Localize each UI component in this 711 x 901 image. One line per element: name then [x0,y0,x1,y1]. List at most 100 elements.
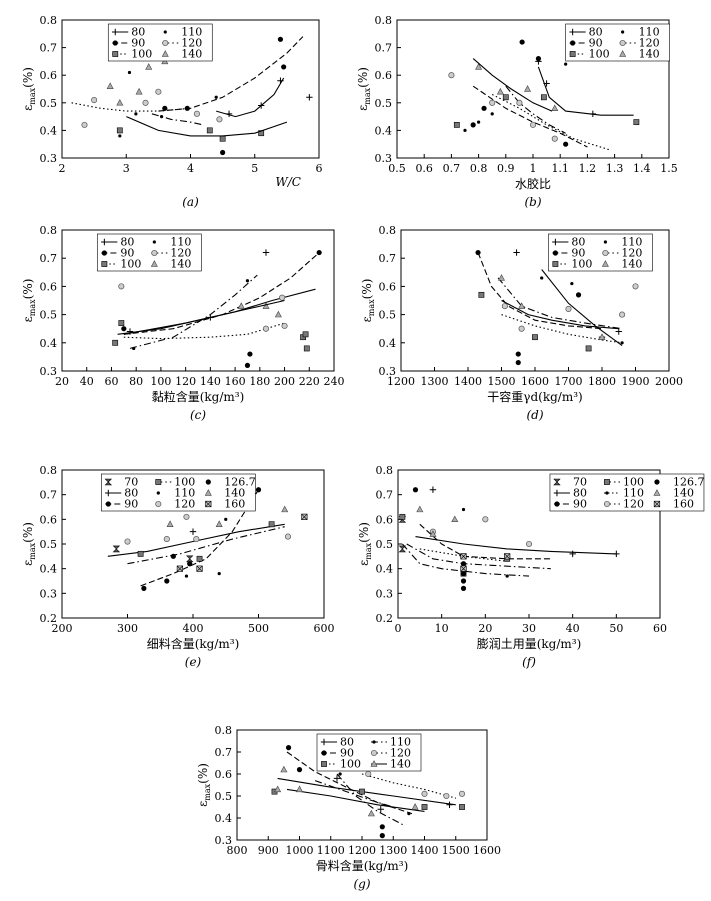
y-tick-label: 0.6 [375,69,393,82]
data-point-110 [461,507,466,512]
x-tick-label: 1200 [387,375,415,388]
legend-label: 110 [623,487,644,500]
legend-marker-80 [552,238,559,246]
y-tick-label: 0.4 [40,337,58,350]
fit-line-120 [505,85,566,134]
x-tick-label: 40 [80,375,94,388]
y-tick-label: 0.8 [40,14,58,27]
data-point-140 [496,87,504,95]
data-point-80 [615,328,622,335]
x-axis-label: 膨润土用量(kg/m³) [477,637,582,651]
data-point-90 [515,351,521,357]
legend-box [549,473,705,512]
legend-marker-160 [653,500,661,508]
data-point-160 [504,553,511,560]
legend-label: 110 [174,487,195,500]
fit-line-120 [497,277,623,330]
panel-caption: (a) [182,195,199,209]
data-point-140 [135,87,143,95]
data-point-120 [551,135,558,142]
data-point-100 [502,94,509,101]
legend-label: 90 [573,498,587,511]
data-point-120 [183,513,190,520]
y-axis-label: εmax(%) [356,67,372,111]
y-tick-label: 0.7 [40,252,58,265]
y-tick-label: 0.5 [215,790,233,803]
data-point-140 [367,809,375,817]
data-point-80 [613,550,620,558]
data-point-120 [632,283,639,290]
y-axis-label: εmax(%) [360,279,376,323]
legend-label: 160 [224,498,245,511]
y-tick-label: 0.4 [379,337,397,350]
legend-label: 100 [174,476,195,489]
legend-label: 140 [181,48,202,61]
data-point-120 [529,121,537,128]
data-point-90 [563,141,569,147]
data-point-100 [421,804,428,810]
data-point-80 [277,77,284,84]
legend-label: 120 [623,498,644,511]
data-point-90 [244,362,251,368]
x-tick-label: 20 [55,375,69,388]
legend-marker-140 [204,489,212,496]
legend-marker-110 [156,491,160,495]
y-tick-label: 0.7 [40,42,58,55]
data-point-120 [163,536,170,543]
x-tick-label: 1.5 [660,162,678,175]
data-point-120 [525,540,533,548]
legend-marker-110 [621,30,625,34]
data-point-80 [543,80,550,87]
legend-marker-120 [162,39,169,47]
y-tick-label: 0.5 [376,538,394,551]
legend-label: 90 [120,247,134,260]
legend-marker-90 [112,40,118,46]
legend-label: 140 [390,758,411,771]
data-point-140 [106,82,114,89]
y-tick-label: 0.3 [376,587,394,600]
data-point-120 [365,770,372,778]
x-tick-label: 60 [653,622,667,635]
legend-label: 140 [639,48,660,61]
x-tick-label: 50 [609,622,623,635]
data-point-90 [141,585,147,592]
x-tick-label: 1.1 [551,162,569,175]
y-tick-label: 0.5 [379,309,397,322]
y-tick-label: 0.8 [375,14,393,27]
data-point-160 [460,565,467,572]
legend-label: 120 [639,37,660,50]
legend-marker-100 [604,479,610,485]
x-tick-label: 400 [183,622,204,635]
fit-line-120 [151,113,204,126]
data-point-110 [127,70,132,75]
data-point-140 [598,333,606,340]
x-tick-label: 1300 [421,375,449,388]
data-point-80 [262,249,270,256]
legend-label: 120 [170,247,191,260]
data-point-80 [589,110,597,118]
legend-marker-110 [163,30,167,34]
y-tick-label: 0.8 [40,464,58,477]
legend-label: 90 [589,37,603,50]
legend-marker-100 [155,479,162,485]
x-tick-label: 1800 [588,375,616,388]
legend-label: 80 [340,736,354,749]
y-tick-label: 0.2 [40,612,58,625]
data-point-100 [112,339,119,346]
x-tick-label: 80 [129,375,143,388]
y-tick-label: 0.2 [376,612,394,625]
legend-marker-100 [552,261,559,267]
data-point-140 [411,803,419,810]
data-point-80 [569,550,576,558]
x-tick-label: 200 [274,375,295,388]
legend-label: 110 [639,26,660,39]
legend-marker-70 [553,478,561,486]
legend-marker-90 [552,250,559,256]
data-point-120 [216,116,223,123]
fit-line-100 [406,543,551,570]
data-point-120 [284,533,292,540]
legend-marker-100 [101,261,108,267]
y-axis-label: εmax(%) [21,279,37,323]
